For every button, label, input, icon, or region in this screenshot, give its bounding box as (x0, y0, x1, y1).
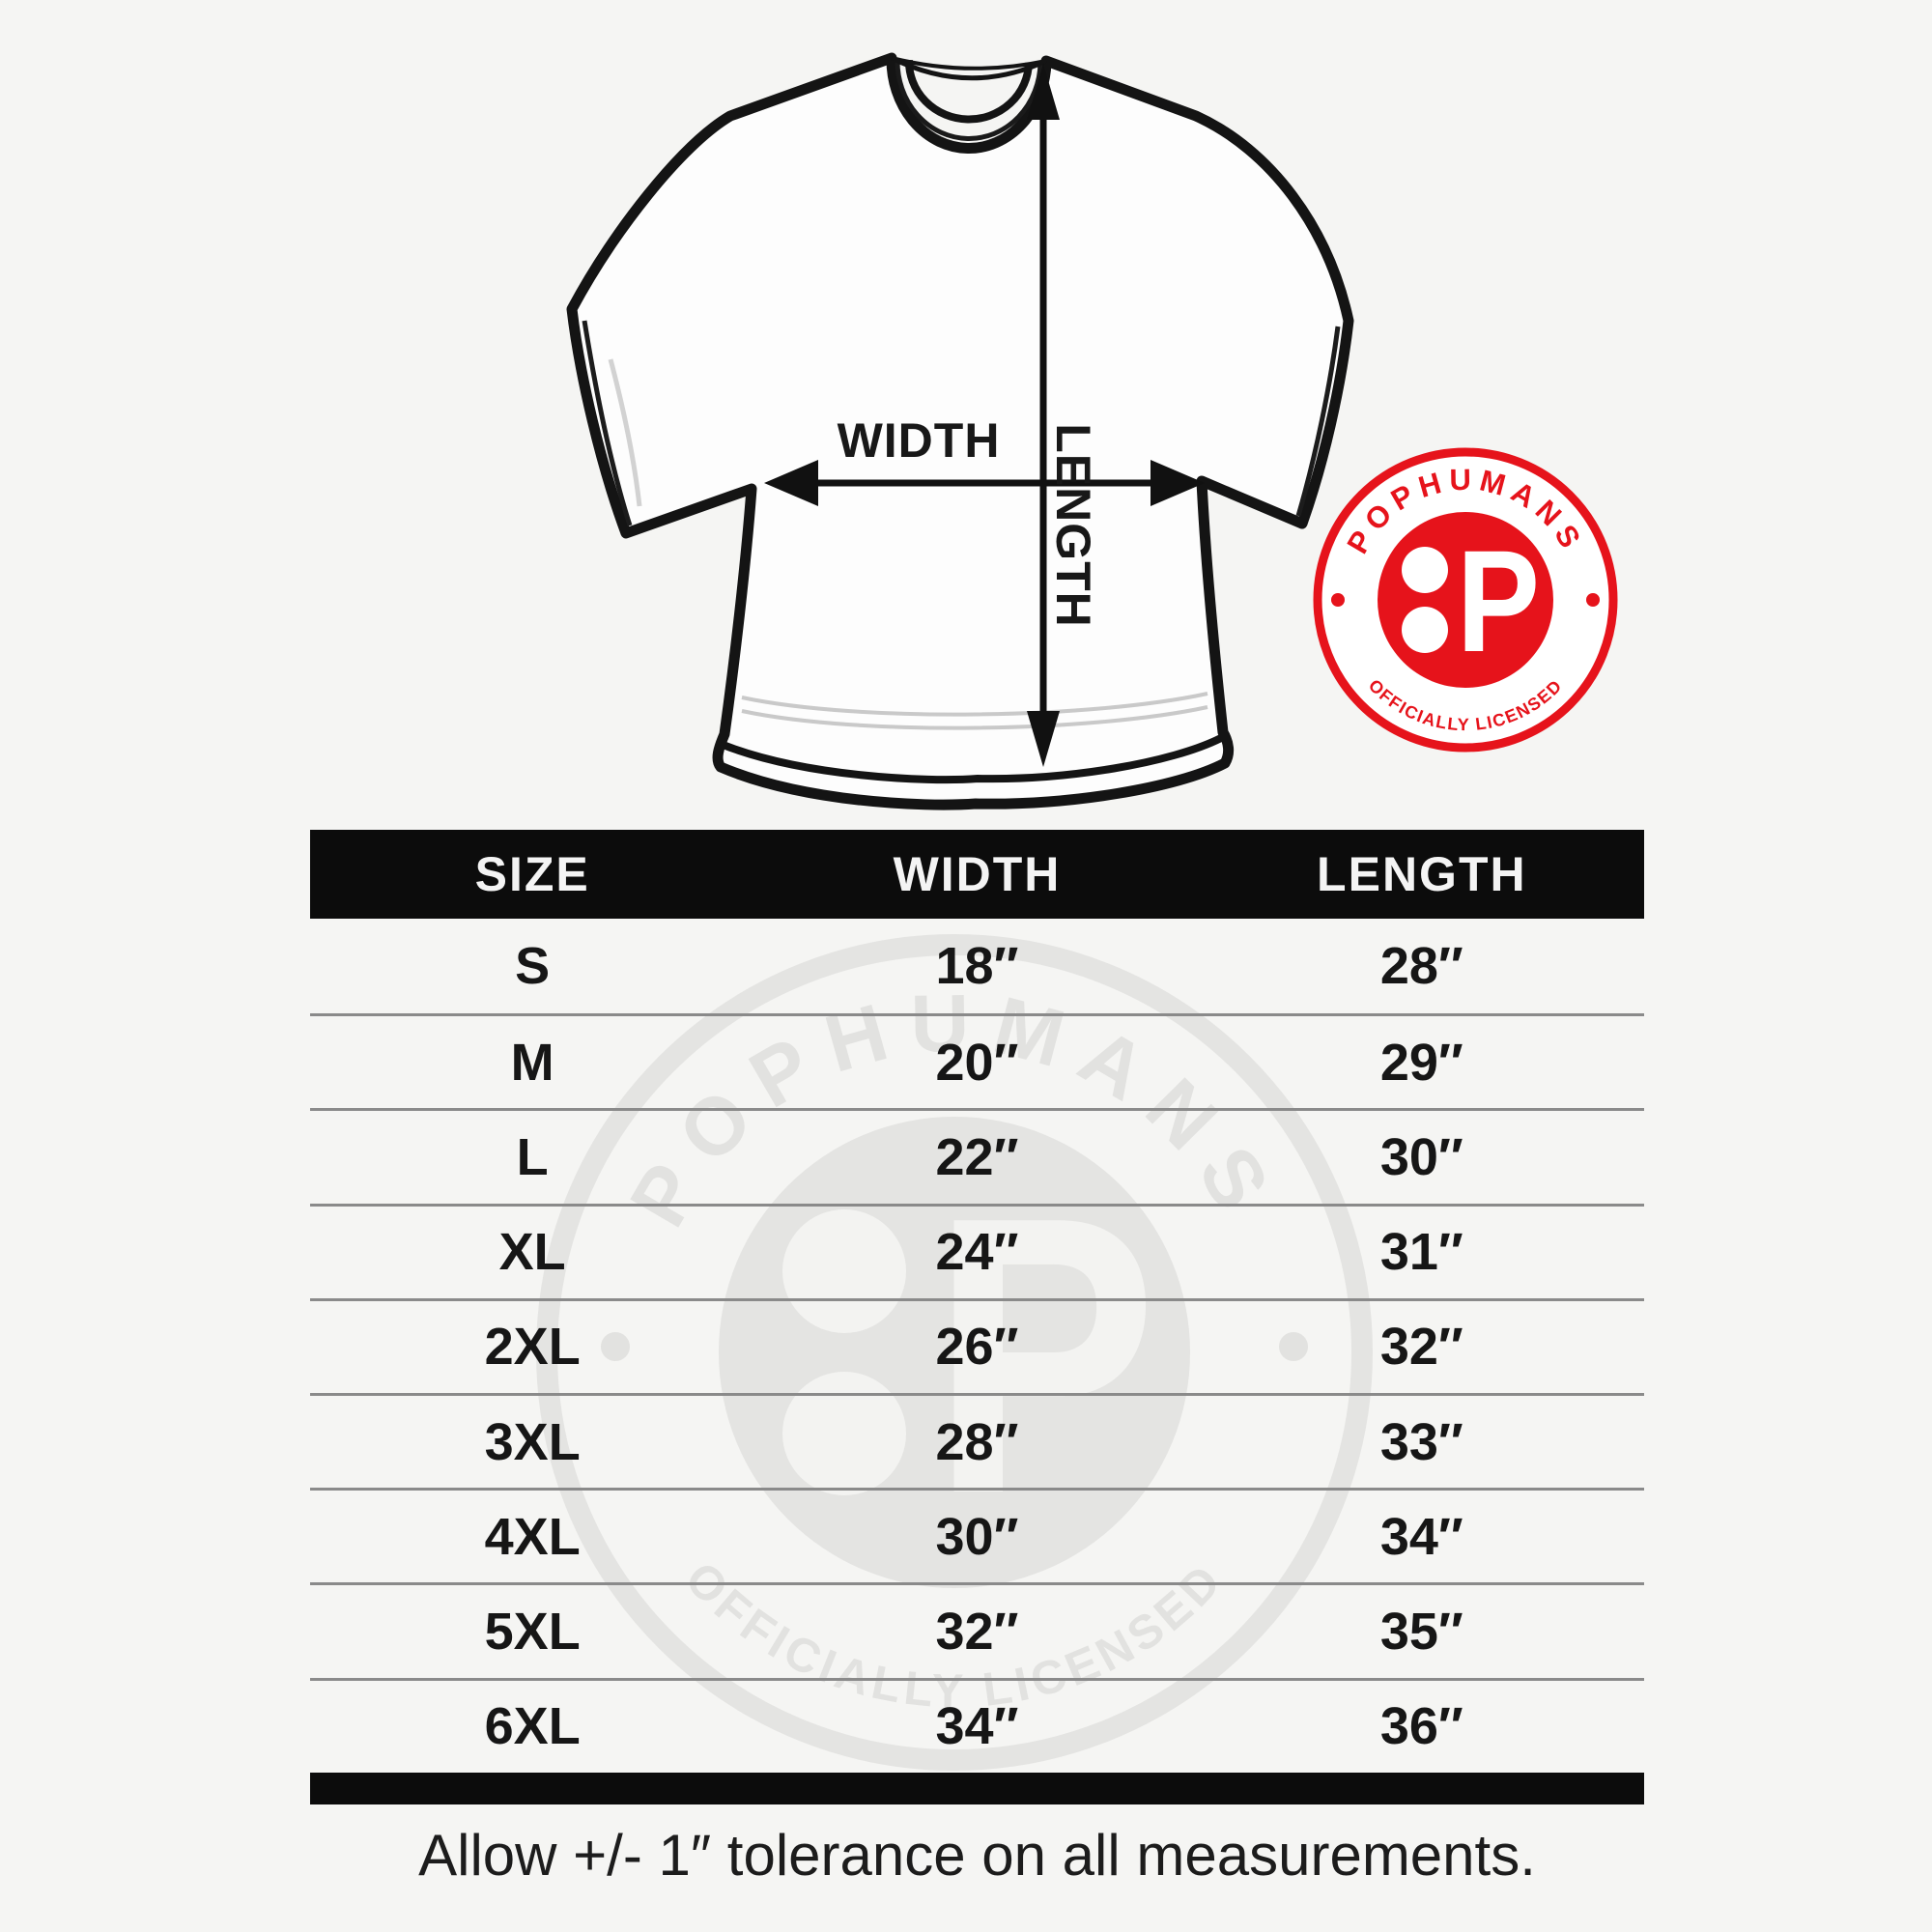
cell-width: 24″ (935, 1223, 1019, 1282)
table-row: L 22″ 30″ (310, 1108, 1644, 1203)
length-arrow (1027, 64, 1060, 767)
badge-logo-dot-top (1402, 547, 1448, 593)
hem-stitch-lower (741, 705, 1208, 730)
header-cell-width: WIDTH (893, 847, 1062, 901)
table-row: 2XL 26″ 32″ (310, 1297, 1644, 1393)
cell-width: 28″ (935, 1412, 1019, 1471)
cell-length: 32″ (1379, 1318, 1463, 1377)
table-body: S 18″ 28″ M 20″ 29″ L 22″ 30″ XL 24″ 31″… (310, 919, 1644, 1773)
table-header: SIZE WIDTH LENGTH (310, 830, 1644, 919)
cell-size: M (510, 1033, 554, 1092)
cell-size: 6XL (484, 1697, 581, 1756)
cell-size: S (515, 937, 551, 996)
cell-size: 3XL (484, 1412, 581, 1471)
tshirt-diagram: WIDTH LENGTH (566, 52, 1354, 810)
hem-stitch-upper (741, 692, 1208, 717)
cell-length: 33″ (1379, 1412, 1463, 1471)
cell-size: XL (498, 1223, 566, 1282)
table-bottom-bar (310, 1772, 1644, 1804)
left-sleeve-fold-shade (608, 358, 642, 507)
cell-width: 30″ (935, 1507, 1019, 1566)
watermark-logo-dot-top (782, 1209, 906, 1333)
watermark-badge: POPHUMANS OFFICIALLY LICENSED P (536, 934, 1373, 1771)
table-row: 3XL 28″ 33″ (310, 1392, 1644, 1488)
collar-stitch (895, 59, 1043, 141)
cell-length: 31″ (1379, 1223, 1463, 1282)
back-neckline-inner (891, 56, 1047, 71)
header-cell-length: LENGTH (1317, 847, 1527, 901)
badge-logo-letter: P (1457, 520, 1540, 682)
table-row: 6XL 34″ 36″ (310, 1677, 1644, 1773)
left-sleeve-cuff-line (582, 320, 633, 526)
header-cell-size: SIZE (474, 847, 590, 901)
cell-length: 36″ (1379, 1697, 1463, 1756)
width-label: WIDTH (838, 413, 1001, 468)
cell-width: 22″ (935, 1127, 1019, 1186)
cell-length: 34″ (1379, 1507, 1463, 1566)
table-row: 5XL 32″ 35″ (310, 1582, 1644, 1677)
cell-width: 32″ (935, 1602, 1019, 1661)
watermark-right-dot (1279, 1332, 1308, 1361)
watermark-ring (536, 934, 1373, 1771)
watermark-left-dot (601, 1332, 630, 1361)
length-label: LENGTH (1046, 423, 1100, 628)
cell-size: 2XL (484, 1318, 581, 1377)
table-row: S 18″ 28″ (310, 919, 1644, 1013)
size-chart-table: SIZE WIDTH LENGTH S 18″ 28″ M 20″ 29″ L … (310, 830, 1644, 1804)
brand-badge: POPHUMANS OFFICIALLY LICENSED P (1313, 447, 1618, 753)
cell-width: 20″ (935, 1033, 1019, 1092)
cell-size: 5XL (484, 1602, 581, 1661)
width-arrow (764, 460, 1205, 506)
table-row: XL 24″ 31″ (310, 1203, 1644, 1298)
cell-size: L (516, 1127, 549, 1186)
cell-size: 4XL (484, 1507, 581, 1566)
collar-inner-edge (904, 59, 1033, 124)
table-row: 4XL 30″ 34″ (310, 1488, 1644, 1582)
cell-width: 34″ (935, 1697, 1019, 1756)
badge-right-dot (1586, 593, 1600, 607)
badge-left-dot (1331, 593, 1345, 607)
cell-width: 26″ (935, 1318, 1019, 1377)
back-neckline-outer (890, 55, 1048, 81)
cell-length: 35″ (1379, 1602, 1463, 1661)
badge-logo-dot-bottom (1402, 607, 1448, 653)
right-sleeve-cuff-line (1295, 326, 1341, 517)
cell-length: 30″ (1379, 1127, 1463, 1186)
cell-width: 18″ (935, 937, 1019, 996)
footer-note: Allow +/- 1″ tolerance on all measuremen… (418, 1823, 1536, 1888)
table-row: M 20″ 29″ (310, 1013, 1644, 1108)
cell-length: 29″ (1379, 1033, 1463, 1092)
watermark-logo-letter: P (931, 1136, 1157, 1576)
watermark-logo-dot-bottom (782, 1372, 906, 1495)
cell-length: 28″ (1379, 937, 1463, 996)
hem-fold (719, 734, 1223, 784)
